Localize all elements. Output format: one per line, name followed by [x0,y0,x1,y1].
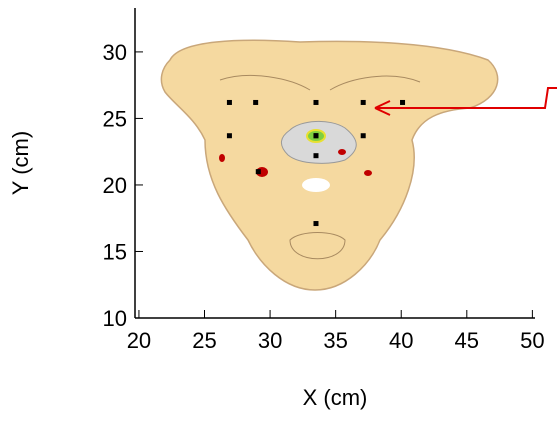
y-tick-label: 10 [103,306,127,331]
x-tick-label: 20 [127,328,151,353]
x-tick-label: 30 [258,328,282,353]
y-tick-label: 30 [103,40,127,65]
point [313,133,319,139]
point [360,99,366,105]
point [255,169,261,175]
contour [219,74,421,91]
cavity [302,178,330,192]
point [226,133,232,139]
anatomy-image [160,39,499,291]
point [360,133,366,139]
x-axis-label: X (cm) [303,385,368,410]
point [313,153,319,159]
point [253,99,259,105]
lesion [364,170,372,176]
y-tick-label: 20 [103,173,127,198]
arrow-line [375,87,557,109]
point [313,221,319,227]
x-tick-label: 50 [520,328,544,353]
lesion [338,149,346,155]
point [400,99,406,105]
y-tick-label: 25 [103,106,127,131]
lesion [219,154,225,162]
x-tick-label: 35 [323,328,347,353]
arrow-head [374,100,391,116]
point [226,99,232,105]
x-tick-label: 25 [192,328,216,353]
point [313,99,319,105]
x-tick-label: 40 [389,328,413,353]
head-outline [160,39,499,291]
y-axis-label: Y (cm) [8,131,33,195]
y-tick-label: 15 [103,239,127,264]
contour [289,232,346,260]
x-tick-label: 45 [455,328,479,353]
annotation-arrow [374,87,557,116]
